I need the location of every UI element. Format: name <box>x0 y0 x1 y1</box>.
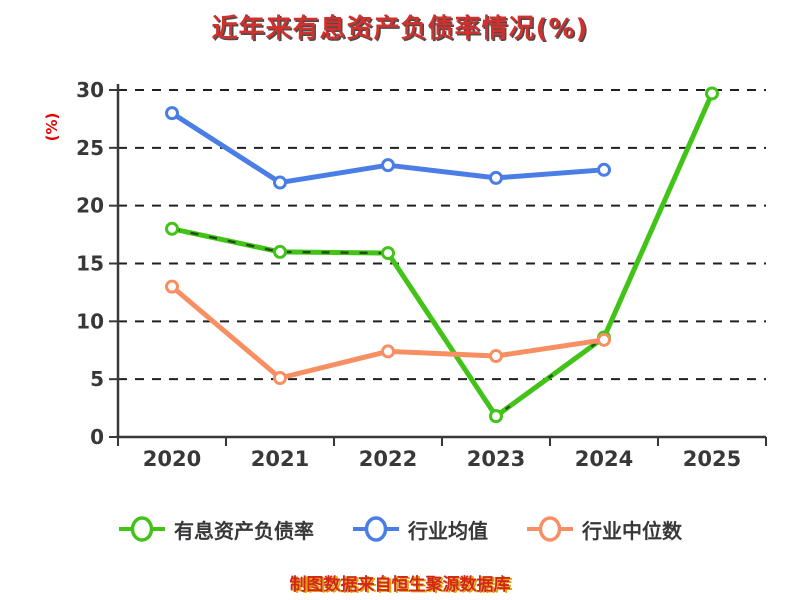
chart-title: 近年来有息资产负债率情况(%) <box>211 14 589 44</box>
data-point-marker[interactable] <box>165 106 179 121</box>
x-axis-label: 2025 <box>683 447 741 471</box>
legend-item-interest-bearing-ratio[interactable]: 有息资产负债率 <box>118 514 314 544</box>
data-point-marker[interactable] <box>381 158 395 173</box>
data-point-marker[interactable] <box>381 246 395 261</box>
data-point-marker[interactable] <box>597 332 611 347</box>
legend-line-marker-icon <box>527 516 573 542</box>
data-point-marker[interactable] <box>597 162 611 177</box>
data-point-marker[interactable] <box>705 86 719 101</box>
legend-line-marker-icon <box>119 516 165 542</box>
data-point-marker[interactable] <box>273 244 287 259</box>
x-axis-label: 2022 <box>359 447 417 471</box>
legend-label: 有息资产负债率 <box>174 518 314 543</box>
y-axis-tick-label: 30 <box>76 78 104 102</box>
data-point-marker[interactable] <box>489 170 503 185</box>
x-axis-label: 2021 <box>251 447 309 471</box>
legend-line-marker-icon <box>353 516 399 542</box>
y-axis-tick-label: 15 <box>76 252 104 276</box>
data-point-marker[interactable] <box>489 409 503 424</box>
y-axis-tick-label: 20 <box>76 194 104 218</box>
y-axis-name: (%) <box>43 113 61 142</box>
data-point-marker[interactable] <box>273 371 287 386</box>
x-axis-label: 2024 <box>575 447 633 471</box>
x-axis-label: 2023 <box>467 447 525 471</box>
y-axis-tick-label: 10 <box>76 309 104 333</box>
series-line-dash-overlay <box>495 336 605 418</box>
chart-legend: 有息资产负债率 行业均值 行业中位数 <box>0 514 800 544</box>
legend-item-industry-median[interactable]: 行业中位数 <box>526 514 682 544</box>
data-point-marker[interactable] <box>489 349 503 364</box>
data-point-marker[interactable] <box>381 344 395 359</box>
y-axis-tick-label: 25 <box>76 136 104 160</box>
data-point-marker[interactable] <box>273 175 287 190</box>
data-source-note: 制图数据来自恒生聚源数据库 <box>289 575 511 595</box>
legend-label: 行业均值 <box>408 518 488 543</box>
y-axis-tick-label: 0 <box>90 425 104 449</box>
legend-item-industry-mean[interactable]: 行业均值 <box>352 514 488 544</box>
series-line <box>169 284 607 381</box>
legend-label: 行业中位数 <box>582 518 682 543</box>
data-point-marker[interactable] <box>165 279 179 294</box>
x-axis-label: 2020 <box>143 447 201 471</box>
series-line <box>169 90 715 419</box>
y-axis-tick-label: 5 <box>90 367 104 391</box>
data-point-marker[interactable] <box>165 221 179 236</box>
